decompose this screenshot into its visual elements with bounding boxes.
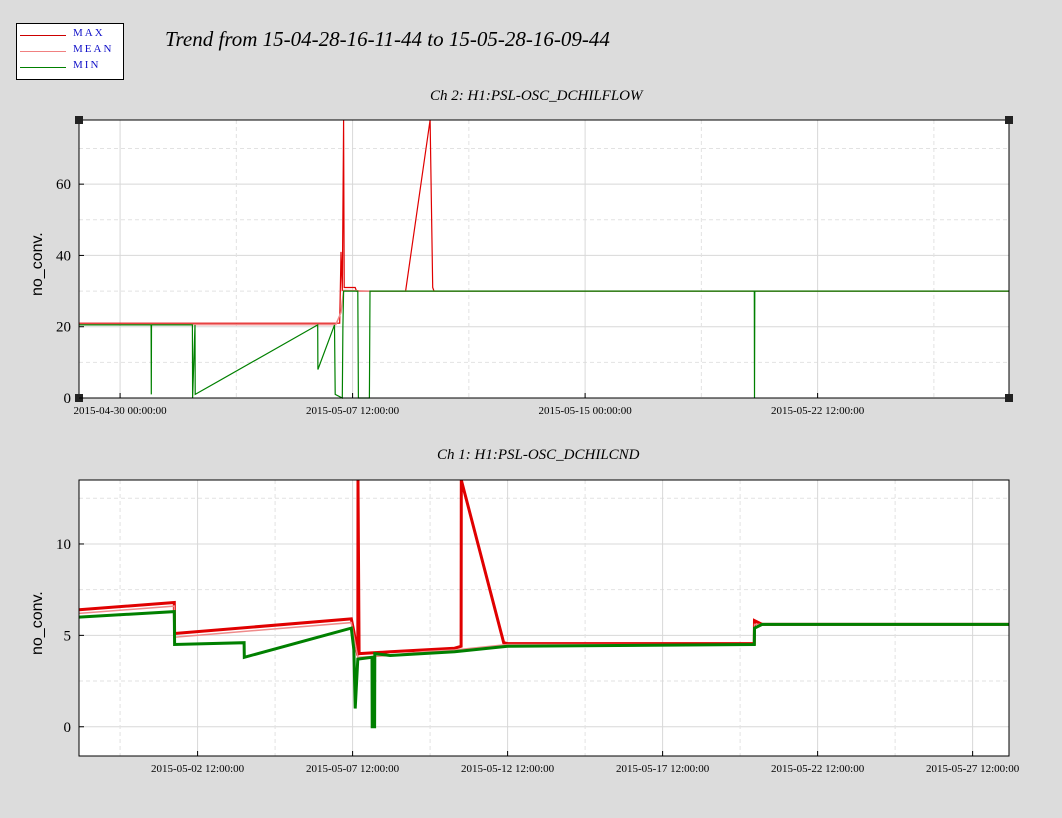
- x-tick-label: 2015-05-22 12:00:00: [771, 763, 865, 775]
- plot-frame: [78, 479, 1010, 757]
- x-tick-label: 2015-05-12 12:00:00: [461, 763, 555, 775]
- plot-area: [79, 480, 1009, 756]
- plot-area: [79, 120, 1009, 398]
- legend-label-mean: MEAN: [73, 43, 114, 55]
- x-tick-label: 2015-05-07 12:00:00: [306, 763, 400, 775]
- y-tick-label: 40: [56, 248, 71, 264]
- x-tick-label: 2015-05-02 12:00:00: [151, 763, 245, 775]
- legend-item-mean: MEAN: [17, 43, 123, 59]
- legend-item-max: MAX: [17, 27, 123, 43]
- x-tick-label: 2015-05-27 12:00:00: [926, 763, 1020, 775]
- x-tick-label: 2015-05-07 12:00:00: [306, 405, 400, 417]
- x-tick-label: 2015-05-22 12:00:00: [771, 405, 865, 417]
- legend-label-max: MAX: [73, 27, 105, 39]
- y-tick-label: 0: [64, 720, 72, 736]
- y-tick-label: 20: [56, 320, 71, 336]
- y-tick-label: 0: [64, 391, 72, 407]
- chart-title-ch2: Ch 2: H1:PSL-OSC_DCHILFLOW: [430, 88, 643, 104]
- legend-label-min: MIN: [73, 59, 101, 71]
- legend-swatch-max: [20, 35, 66, 36]
- y-tick-label: 5: [64, 628, 72, 644]
- x-tick-label: 2015-05-15 00:00:00: [539, 405, 633, 417]
- series-line-min: [78, 610, 1009, 729]
- y-tick-label: 10: [56, 537, 71, 553]
- resize-handle: [1005, 116, 1013, 124]
- chart-title-ch1: Ch 1: H1:PSL-OSC_DCHILCND: [437, 447, 640, 463]
- legend: MAX MEAN MIN: [16, 23, 124, 80]
- page-title: Trend from 15-04-28-16-11-44 to 15-05-28…: [165, 27, 610, 51]
- legend-item-min: MIN: [17, 59, 123, 75]
- chart-2: 0 5 10 2015-05-02 12:00:00 2015-05-07 12:00:…: [56, 479, 1020, 775]
- y-tick-label: 60: [56, 177, 71, 193]
- x-tick-label: 2015-04-30 00:00:00: [73, 405, 167, 417]
- chart-1: 0 20 40 60 2015-04-30 00:00:00 2015-05-07 12:…: [56, 116, 1013, 417]
- resize-handle: [1005, 394, 1013, 402]
- legend-swatch-min: [20, 67, 66, 68]
- resize-handle: [75, 116, 83, 124]
- plot-frame: [78, 119, 1010, 399]
- x-tick-label: 2015-05-17 12:00:00: [616, 763, 710, 775]
- legend-swatch-mean: [20, 51, 66, 52]
